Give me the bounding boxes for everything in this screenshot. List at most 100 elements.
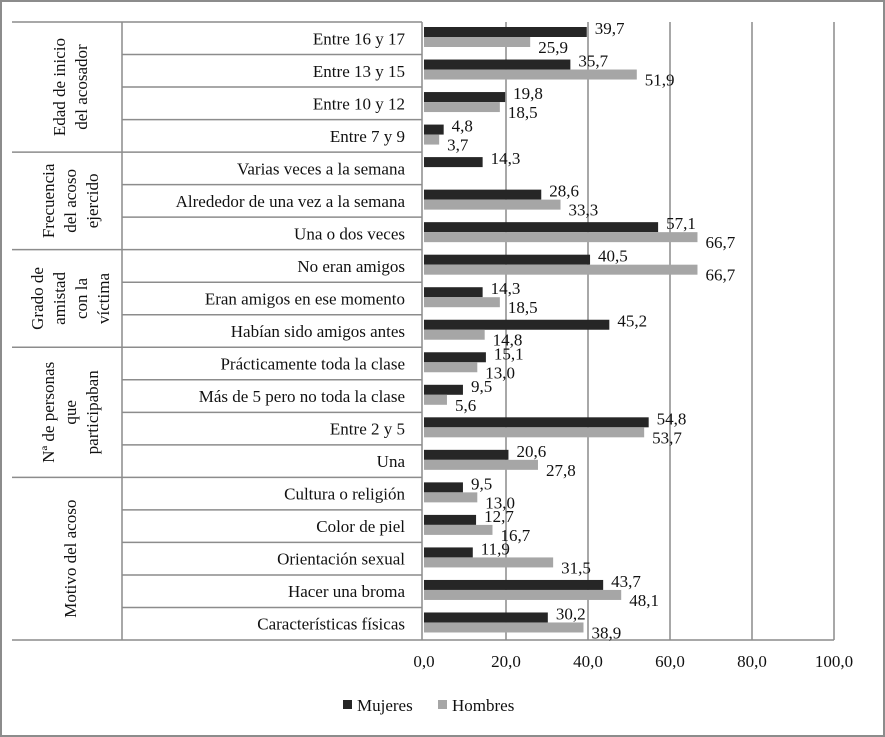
legend-swatch-mujeres <box>343 700 352 709</box>
bar-hombres <box>424 524 493 535</box>
data-label-hombres: 25,9 <box>538 38 568 57</box>
bar-hombres <box>424 297 500 308</box>
bar-mujeres <box>424 254 591 265</box>
bar-mujeres <box>424 124 444 135</box>
category-label: Una o dos veces <box>294 224 405 243</box>
data-label-hombres: 27,8 <box>546 461 576 480</box>
x-tick-label: 60,0 <box>655 652 685 671</box>
category-label: Entre 13 y 15 <box>313 62 405 81</box>
data-label-mujeres: 43,7 <box>611 572 641 591</box>
data-label-mujeres: 28,6 <box>549 182 579 201</box>
data-label-mujeres: 35,7 <box>578 52 608 71</box>
category-label: Habían sido amigos antes <box>231 322 405 341</box>
bar-mujeres <box>424 579 604 590</box>
bar-mujeres <box>424 547 473 558</box>
category-label: Entre 10 y 12 <box>313 94 405 113</box>
category-label: Cultura o religión <box>284 485 405 504</box>
data-label-mujeres: 19,8 <box>513 84 543 103</box>
bar-hombres <box>424 459 538 470</box>
bar-mujeres <box>424 417 649 428</box>
data-label-mujeres: 15,1 <box>494 344 524 363</box>
data-label-mujeres: 9,5 <box>471 474 492 493</box>
x-tick-label: 80,0 <box>737 652 767 671</box>
category-label: Color de piel <box>316 517 405 536</box>
bar-hombres <box>424 199 561 210</box>
bar-hombres <box>424 492 478 503</box>
bar-hombres <box>424 557 554 568</box>
bar-mujeres <box>424 384 463 395</box>
category-label: Una <box>377 452 406 471</box>
group-label: del acosador <box>72 44 91 130</box>
x-tick-label: 20,0 <box>491 652 521 671</box>
data-label-hombres: 66,7 <box>705 233 735 252</box>
bar-hombres <box>424 427 645 438</box>
data-label-hombres: 3,7 <box>447 136 469 155</box>
data-label-mujeres: 20,6 <box>516 442 546 461</box>
data-label-mujeres: 54,8 <box>657 409 687 428</box>
data-label-mujeres: 4,8 <box>452 117 473 136</box>
bar-mujeres <box>424 222 659 233</box>
data-label-mujeres: 11,9 <box>481 539 510 558</box>
bar-mujeres <box>424 59 571 70</box>
data-label-mujeres: 14,3 <box>491 279 521 298</box>
category-label: Características físicas <box>257 615 405 634</box>
data-label-hombres: 13,0 <box>485 493 515 512</box>
bar-mujeres <box>424 189 542 200</box>
category-label: Entre 2 y 5 <box>330 420 405 439</box>
data-label-mujeres: 45,2 <box>617 312 647 331</box>
bar-hombres <box>424 329 485 340</box>
data-label-hombres: 13,0 <box>485 363 515 382</box>
group-label: Frecuencia <box>39 163 58 238</box>
data-label-hombres: 51,9 <box>645 71 675 90</box>
bar-mujeres <box>424 92 506 103</box>
category-label: Varias veces a la semana <box>237 159 405 178</box>
group-label: que <box>61 400 80 425</box>
group-label: amistad <box>50 272 69 325</box>
category-label: Más de 5 pero no toda la clase <box>199 387 405 406</box>
category-label: Orientación sexual <box>277 550 405 569</box>
category-label: Eran amigos en ese momento <box>205 289 405 308</box>
group-label: ejercido <box>83 174 102 229</box>
group-label: con la <box>72 277 91 319</box>
data-label-hombres: 18,5 <box>508 103 538 122</box>
data-label-mujeres: 9,5 <box>471 377 492 396</box>
data-label-mujeres: 40,5 <box>598 247 628 266</box>
legend-label-hombres: Hombres <box>452 696 514 715</box>
group-label: del acoso <box>61 169 80 233</box>
group-label: Motivo del acoso <box>61 500 80 618</box>
bar-hombres <box>424 102 500 113</box>
group-label: víctima <box>94 273 113 324</box>
bar-mujeres <box>424 287 483 298</box>
category-label: Alrededor de una vez a la semana <box>176 192 406 211</box>
bar-mujeres <box>424 352 486 363</box>
category-label: Entre 7 y 9 <box>330 127 405 146</box>
bar-hombres <box>424 589 622 600</box>
data-label-hombres: 31,5 <box>561 558 591 577</box>
x-tick-label: 100,0 <box>815 652 853 671</box>
bar-hombres <box>424 232 698 243</box>
bar-mujeres <box>424 27 587 37</box>
data-label-mujeres: 12,7 <box>484 507 514 526</box>
category-label: Prácticamente toda la clase <box>220 355 405 374</box>
group-label: Edad de inicio <box>50 38 69 136</box>
category-label: Entre 16 y 17 <box>313 29 406 48</box>
data-label-mujeres: 39,7 <box>595 19 625 38</box>
data-label-hombres: 14,8 <box>493 331 523 350</box>
bar-hombres <box>424 37 531 47</box>
bar-hombres <box>424 134 440 145</box>
data-label-hombres: 16,7 <box>500 526 530 545</box>
data-label-hombres: 48,1 <box>629 591 659 610</box>
bar-mujeres <box>424 157 483 168</box>
data-label-hombres: 33,3 <box>569 201 599 220</box>
category-label: No eran amigos <box>297 257 405 276</box>
bar-mujeres <box>424 482 463 493</box>
bar-mujeres <box>424 449 509 460</box>
x-tick-label: 40,0 <box>573 652 603 671</box>
bar-hombres <box>424 264 698 275</box>
bar-hombres <box>424 362 478 373</box>
group-label: Nª de personas <box>39 362 58 463</box>
data-label-hombres: 18,5 <box>508 298 538 317</box>
data-label-mujeres: 14,3 <box>491 149 521 168</box>
